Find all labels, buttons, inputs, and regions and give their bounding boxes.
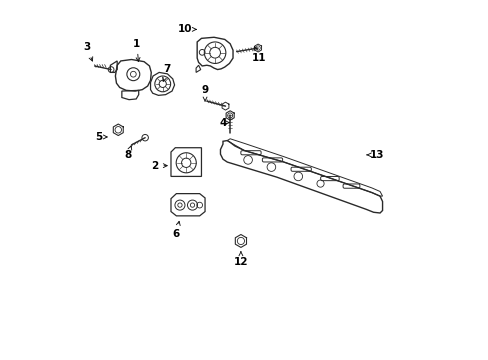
Text: 8: 8	[124, 146, 131, 160]
Text: 12: 12	[233, 252, 247, 267]
Text: 1: 1	[133, 39, 140, 62]
Text: 13: 13	[366, 150, 384, 160]
Text: 5: 5	[96, 132, 107, 142]
Text: 4: 4	[219, 118, 229, 128]
Text: 11: 11	[251, 46, 265, 63]
Text: 3: 3	[83, 42, 93, 61]
Text: 6: 6	[172, 221, 180, 239]
Text: 7: 7	[163, 64, 171, 81]
Text: 2: 2	[151, 161, 167, 171]
Text: 10: 10	[178, 24, 196, 35]
Text: 9: 9	[201, 85, 208, 101]
